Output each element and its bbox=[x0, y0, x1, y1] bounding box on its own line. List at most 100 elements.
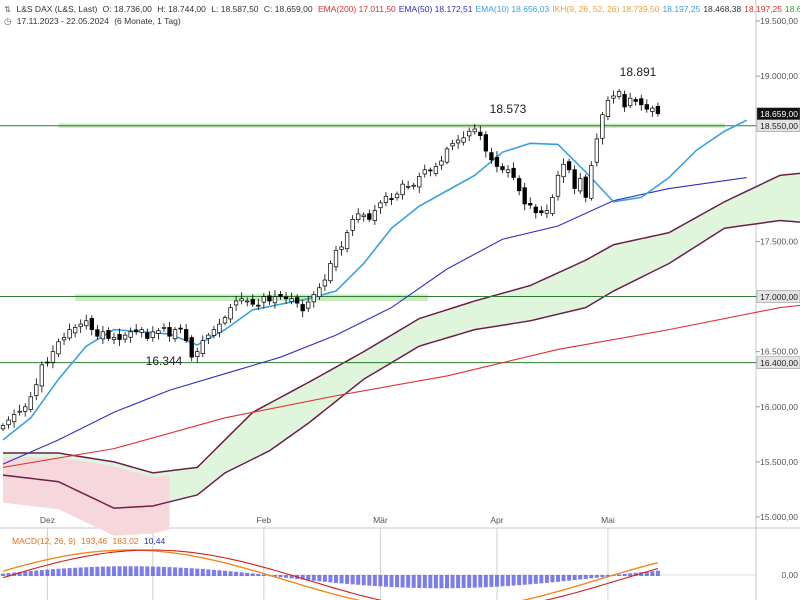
macd-histogram-bar bbox=[350, 575, 355, 585]
price-label-text: 16.400,00 bbox=[760, 358, 798, 368]
ichimoku-span-a bbox=[3, 172, 800, 474]
chart-legend: ⇅ L&S DAX (L&S, Last) O: 18.736,00 H: 18… bbox=[4, 3, 800, 27]
candle-body bbox=[11, 414, 17, 423]
macd-histogram-bar bbox=[422, 575, 427, 589]
instrument-name: L&S DAX (L&S, Last) bbox=[16, 4, 98, 14]
macd-legend: MACD(12, 26, 9) 193,46 183,02 10,44 bbox=[12, 536, 168, 546]
macd-histogram-bar bbox=[605, 575, 610, 577]
macd-histogram-bar bbox=[622, 573, 627, 576]
candle-body bbox=[195, 351, 200, 357]
candle-body bbox=[322, 279, 328, 287]
macd-histogram-bar bbox=[456, 575, 461, 589]
candle-body bbox=[339, 246, 344, 250]
candle-body bbox=[394, 193, 400, 199]
candle-body bbox=[306, 301, 311, 309]
candle-body bbox=[317, 287, 322, 298]
macd-histogram-bar bbox=[378, 575, 383, 587]
candle-body bbox=[189, 337, 194, 358]
candle-body bbox=[505, 169, 511, 173]
series-line-ema50 bbox=[2, 176, 747, 465]
macd-histogram-bar bbox=[528, 575, 533, 585]
candle-body bbox=[134, 329, 139, 333]
candle-body bbox=[200, 340, 205, 354]
indicator-legend-item: 18.197,25 bbox=[662, 4, 701, 14]
level-price-label: 17.000,00 bbox=[756, 290, 800, 303]
candle-body bbox=[295, 297, 300, 304]
macd-histogram-bar bbox=[272, 575, 277, 577]
candle-body bbox=[578, 178, 583, 192]
y-tick-label: 19.500,00 bbox=[760, 16, 798, 26]
candle-body bbox=[444, 148, 450, 163]
date-range: 17.11.2023 - 22.05.2024 bbox=[16, 16, 109, 26]
candle-body bbox=[211, 329, 217, 336]
candle-body bbox=[605, 100, 611, 117]
candle-body bbox=[45, 361, 50, 364]
macd-histogram-bar bbox=[556, 575, 560, 582]
y-tick-label: 15.000,00 bbox=[760, 512, 798, 522]
ohlc-close: C: 18.659,00 bbox=[263, 4, 313, 14]
macd-histogram-bar bbox=[467, 575, 472, 588]
candle-body bbox=[472, 128, 477, 133]
candle-body bbox=[655, 105, 661, 115]
legend-line-2: ◷ 17.11.2023 - 22.05.2024 (6 Monate, 1 T… bbox=[4, 15, 800, 27]
candle-body bbox=[583, 176, 588, 198]
ohlc-open: O: 18.736,00 bbox=[102, 4, 152, 14]
macd-histogram-bar bbox=[89, 566, 94, 576]
macd-histogram-bar bbox=[78, 567, 83, 576]
candle-body bbox=[56, 341, 61, 355]
indicator-legend-item: 18.659,00 bbox=[784, 4, 800, 14]
candle-body bbox=[289, 298, 294, 302]
candle-body bbox=[28, 396, 33, 410]
macd-histogram-bar bbox=[311, 575, 316, 581]
macd-histogram-bar bbox=[278, 575, 283, 578]
indicator-legend-item: 18.197,25 bbox=[744, 4, 782, 14]
macd-histogram-bar bbox=[500, 575, 505, 587]
macd-histogram-bar bbox=[6, 573, 11, 576]
candle-body bbox=[367, 213, 372, 220]
macd-line bbox=[2, 549, 659, 600]
candle-body bbox=[106, 330, 111, 339]
candle-body bbox=[84, 320, 89, 327]
macd-histogram-bar bbox=[50, 569, 55, 576]
macd-histogram-bar bbox=[145, 566, 150, 576]
macd-histogram-bar bbox=[439, 575, 444, 589]
candle-body bbox=[594, 138, 599, 163]
candle-body bbox=[383, 195, 389, 203]
candle-body bbox=[422, 169, 427, 175]
macd-histogram-bar bbox=[73, 567, 78, 576]
candle-body bbox=[372, 210, 377, 221]
candle-body bbox=[206, 334, 211, 339]
macd-histogram-bar bbox=[128, 566, 133, 576]
candle-body bbox=[389, 198, 394, 200]
ohlc-high: H: 18.744,00 bbox=[157, 4, 206, 14]
candle-body bbox=[356, 213, 361, 220]
macd-histogram-bar bbox=[211, 569, 216, 576]
candle-body bbox=[300, 304, 305, 312]
candle-body bbox=[117, 334, 122, 340]
y-tick-label: 19.000,00 bbox=[760, 71, 798, 81]
macd-histogram-bar bbox=[639, 572, 644, 576]
candle-body bbox=[544, 210, 550, 214]
macd-histogram-bar bbox=[84, 567, 89, 576]
macd-histogram-bar bbox=[533, 575, 538, 584]
macd-histogram-bar bbox=[106, 566, 111, 576]
macd-histogram-bar bbox=[200, 569, 205, 576]
candle-body bbox=[78, 323, 83, 327]
macd-histogram-bar bbox=[345, 575, 350, 584]
indicator-legend-item: EMA(10) 18.656,03 bbox=[475, 4, 550, 14]
candle-body bbox=[328, 263, 333, 282]
macd-histogram-bar bbox=[395, 575, 400, 588]
support-zone bbox=[75, 294, 429, 301]
candle-body bbox=[400, 183, 405, 196]
macd-histogram-bar bbox=[112, 566, 116, 576]
macd-histogram-bar bbox=[572, 575, 577, 581]
macd-histogram-bar bbox=[178, 567, 183, 576]
macd-histogram-bar bbox=[173, 567, 178, 576]
instrument-icon: ⇅ bbox=[4, 4, 12, 14]
macd-histogram-bar bbox=[383, 575, 388, 587]
macd-histogram-bar bbox=[228, 571, 233, 576]
candle-body bbox=[511, 167, 516, 178]
candle-body bbox=[417, 176, 422, 188]
candle-body bbox=[500, 166, 505, 171]
macd-histogram-bar bbox=[339, 575, 344, 584]
